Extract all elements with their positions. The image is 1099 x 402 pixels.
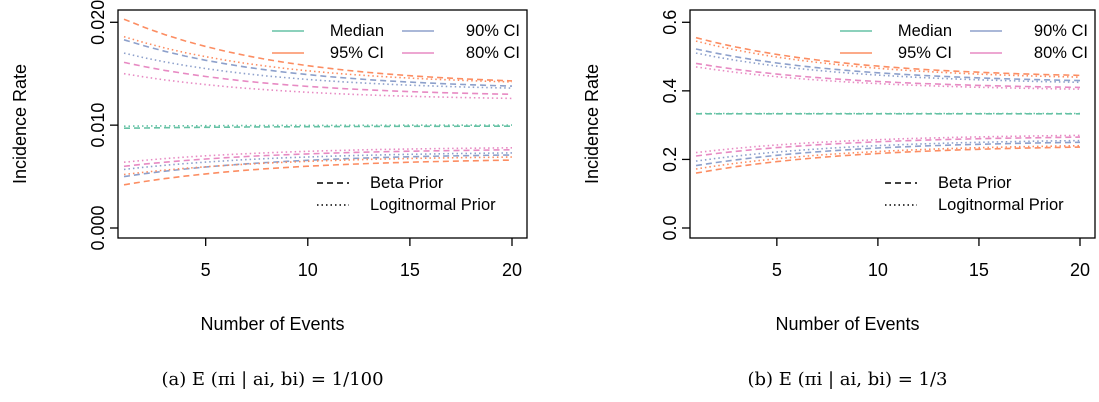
series-line-beta-ci90 (123, 154, 513, 178)
legend-label-ci80: 80% CI (466, 44, 520, 62)
series-line-logitnormal-ci80 (123, 72, 513, 100)
legend-colors: Median 90% CI 95% CI 80% CI (272, 22, 520, 62)
series-line-beta-ci80 (695, 62, 1081, 89)
legend-label-ci95: 95% CI (330, 44, 384, 62)
x-tick-label: 5 (201, 260, 211, 280)
series-line-logitnormal-ci95 (123, 156, 513, 176)
series-line-logitnormal-ci95 (695, 144, 1081, 170)
legend-label-median: Median (898, 22, 952, 40)
x-tick-label: 5 (772, 260, 782, 280)
series-line-beta-ci90 (123, 39, 513, 87)
series-line-beta-median (123, 125, 512, 129)
y-axis-label: Incidence Rate (10, 64, 30, 184)
series-line-beta-ci95 (695, 146, 1081, 174)
panel-a: 5 10 15 20 0.000 0.010 0.020 Number of Events In… (10, 0, 528, 390)
series-line-beta-ci95 (123, 159, 513, 186)
series-line-beta-ci80 (695, 136, 1081, 157)
legend-style-label-dotted: Logitnormal Prior (370, 196, 496, 214)
x-tick-label: 10 (868, 260, 888, 280)
series-line-logitnormal-median (123, 124, 513, 127)
x-tick-label: 15 (400, 260, 420, 280)
y-tick-label: 0.2 (660, 147, 680, 172)
plot-box (117, 9, 528, 239)
panel-caption: (b) E (πi | ai, bi) = 1/3 (748, 369, 948, 390)
legend-label-median: Median (330, 22, 384, 40)
y-tick-label: 0.0 (660, 215, 680, 240)
series-line-beta-ci80 (123, 149, 513, 168)
y-tick-label: 0.4 (660, 78, 680, 103)
legend-styles: Beta Prior Logitnormal Prior (885, 174, 1064, 214)
panel-caption: (a) E (πi | ai, bi) = 1/100 (161, 369, 383, 390)
y-tick-label: 0.010 (88, 103, 108, 148)
series-line-beta-ci95 (123, 18, 513, 82)
legend-styles: Beta Prior Logitnormal Prior (317, 174, 496, 214)
legend-colors: Median 90% CI 95% CI 80% CI (840, 22, 1088, 62)
series-line-logitnormal-ci80 (695, 134, 1081, 154)
series-line-beta-ci90 (695, 141, 1081, 167)
x-tick-label: 20 (502, 260, 522, 280)
y-tick-label: 0.6 (660, 10, 680, 35)
series-line-logitnormal-ci90 (695, 139, 1081, 162)
x-tick-label: 10 (298, 260, 318, 280)
series-line-logitnormal-ci95 (695, 40, 1081, 78)
y-tick-label: 0.000 (88, 205, 108, 250)
series-line-logitnormal-ci80 (123, 147, 513, 163)
plot-box (689, 9, 1096, 239)
legend-style-label-dashed: Beta Prior (938, 174, 1012, 192)
series-line-beta-ci95 (695, 36, 1081, 77)
y-tick-label: 0.020 (88, 0, 108, 45)
x-axis-label: Number of Events (775, 314, 919, 334)
panel-b: 5 10 15 20 0.0 0.2 0.4 0.6 Number of Events Incid… (582, 9, 1096, 390)
series-line-beta-ci90 (695, 48, 1081, 82)
legend-style-label-dashed: Beta Prior (370, 174, 444, 192)
legend-style-label-dotted: Logitnormal Prior (938, 196, 1064, 214)
series-line-beta-ci80 (123, 61, 513, 96)
x-tick-label: 20 (1070, 260, 1090, 280)
series-line-logitnormal-ci80 (695, 66, 1081, 90)
legend-label-ci80: 80% CI (1034, 44, 1088, 62)
legend-label-ci90: 90% CI (1034, 22, 1088, 40)
x-tick-label: 15 (969, 260, 989, 280)
series-line-logitnormal-ci90 (123, 152, 513, 171)
x-axis-label: Number of Events (200, 314, 344, 334)
legend-label-ci95: 95% CI (898, 44, 952, 62)
series-line-logitnormal-ci95 (123, 35, 513, 83)
series-line-logitnormal-ci90 (123, 52, 513, 89)
legend-label-ci90: 90% CI (466, 22, 520, 40)
y-axis-label: Incidence Rate (582, 64, 602, 184)
